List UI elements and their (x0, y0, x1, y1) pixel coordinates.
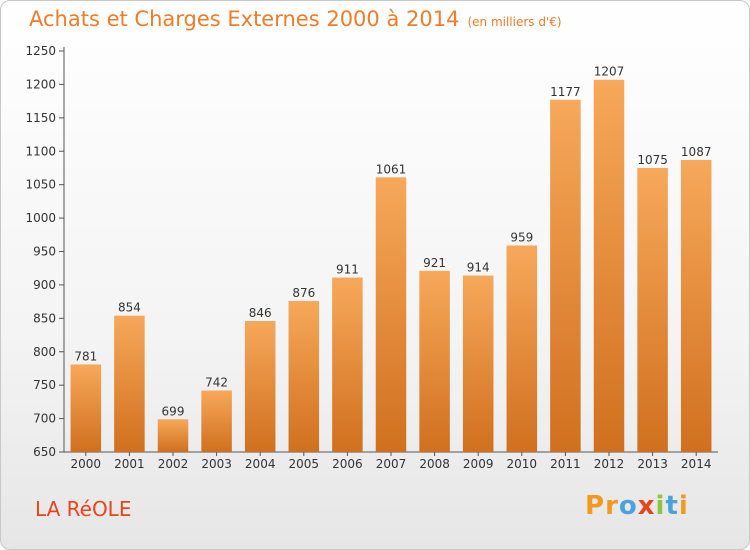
data-label-2006: 911 (336, 263, 359, 277)
bar-2011 (550, 99, 581, 452)
data-label-2012: 1207 (594, 65, 625, 79)
bar-2005 (288, 300, 320, 452)
x-tick-label-2005: 2005 (289, 457, 320, 471)
logo-letter: i (655, 491, 666, 521)
data-label-2013: 1075 (637, 153, 668, 167)
logo-letter: r (605, 491, 619, 521)
x-tick-label-2001: 2001 (114, 457, 145, 471)
x-tick-label-2012: 2012 (594, 457, 625, 471)
logo-letter: i (678, 491, 689, 521)
bar-2000 (70, 364, 102, 452)
data-label-2011: 1177 (550, 85, 581, 99)
logo-letter: x (637, 491, 656, 521)
x-tick-label-2013: 2013 (637, 457, 668, 471)
y-tick-label: 850 (33, 311, 56, 325)
y-tick-label: 750 (33, 378, 56, 392)
logo-letter: P (585, 491, 606, 521)
bar-2010 (506, 245, 538, 452)
y-tick-label: 900 (33, 278, 56, 292)
chart-subtitle: (en milliers d'€) (467, 15, 562, 29)
x-tick-label-2004: 2004 (245, 457, 276, 471)
x-tick-label-2014: 2014 (681, 457, 712, 471)
x-tick-label-2009: 2009 (463, 457, 494, 471)
chart-title: Achats et Charges Externes 2000 à 2014 (e… (29, 7, 562, 31)
y-tick-label: 1200 (25, 77, 56, 91)
y-tick-label: 950 (33, 245, 56, 259)
bar-2001 (114, 315, 145, 452)
y-tick-label: 800 (33, 345, 56, 359)
place-name: LA RéOLE (35, 497, 132, 521)
bar-2007 (375, 177, 407, 452)
bar-2013 (637, 167, 668, 453)
data-label-2014: 1087 (681, 145, 712, 159)
data-label-2003: 742 (205, 376, 228, 390)
x-tick-label-2000: 2000 (71, 457, 102, 471)
y-tick-label: 1250 (25, 44, 56, 58)
x-tick-label-2006: 2006 (332, 457, 363, 471)
data-label-2007: 1061 (376, 162, 407, 176)
logo-letter: o (618, 491, 638, 521)
data-label-2002: 699 (162, 404, 185, 418)
x-tick-label-2008: 2008 (419, 457, 450, 471)
data-label-2004: 846 (249, 306, 272, 320)
x-tick-label-2003: 2003 (201, 457, 232, 471)
bar-2006 (332, 277, 363, 452)
bar-2002 (157, 419, 189, 452)
bar-2012 (593, 79, 625, 452)
y-tick-label: 650 (33, 445, 56, 459)
data-label-2010: 959 (510, 230, 533, 244)
proxiti-logo: Proxiti (585, 491, 689, 521)
chart-title-text: Achats et Charges Externes 2000 à 2014 (29, 7, 460, 31)
x-tick-label-2002: 2002 (158, 457, 189, 471)
bar-2004 (244, 321, 276, 452)
y-tick-label: 1100 (25, 144, 56, 158)
bar-2014 (680, 159, 712, 452)
x-tick-label-2010: 2010 (507, 457, 538, 471)
bar-2003 (201, 390, 232, 452)
data-label-2009: 914 (467, 261, 490, 275)
data-label-2005: 876 (292, 286, 315, 300)
data-label-2001: 854 (118, 301, 141, 315)
x-tick-label-2011: 2011 (550, 457, 581, 471)
data-label-2008: 921 (423, 256, 446, 270)
bar-2009 (462, 275, 494, 452)
data-label-2000: 781 (74, 349, 97, 363)
y-tick-label: 1000 (25, 211, 56, 225)
logo-letter: t (665, 491, 679, 521)
y-tick-label: 1050 (25, 178, 56, 192)
y-tick-label: 700 (33, 412, 56, 426)
bar-2008 (419, 270, 450, 452)
y-tick-label: 1150 (25, 111, 56, 125)
x-tick-label-2007: 2007 (376, 457, 407, 471)
